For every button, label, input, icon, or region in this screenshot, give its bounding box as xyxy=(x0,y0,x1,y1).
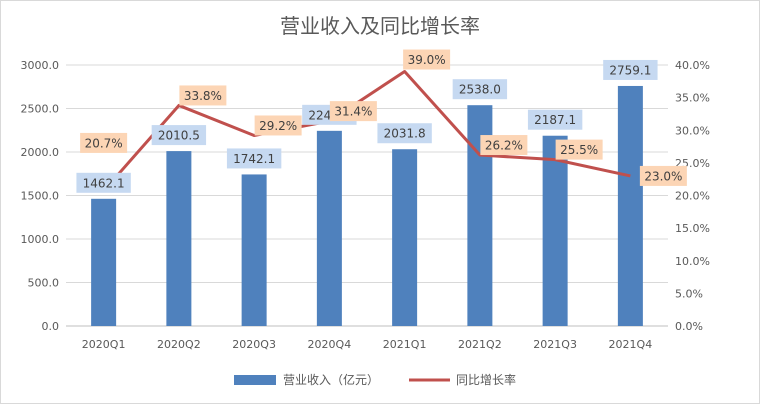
bar-value-label-text: 2538.0 xyxy=(459,83,501,97)
x-tick-label: 2021Q2 xyxy=(458,338,502,351)
bar-value-label-text: 2187.1 xyxy=(534,113,576,127)
bar xyxy=(316,130,342,326)
growth-line xyxy=(102,70,631,192)
bar xyxy=(392,149,418,326)
y-left-tick-label: 1000.0 xyxy=(21,233,60,246)
line-data-labels: 20.7% 33.8% 29.2% 31.4% 39.0% 26.2% 25.5% 23.0% xyxy=(80,49,687,186)
line-value-label-text: 31.4% xyxy=(334,105,372,119)
line-value-label: 23.0% xyxy=(639,165,687,186)
legend-bar-label: 营业收入（亿元） xyxy=(283,372,379,387)
y-left-tick-label: 3000.0 xyxy=(21,59,60,72)
chart-title: 营业收入及同比增长率 xyxy=(280,14,480,38)
legend-bar-swatch xyxy=(234,375,276,385)
x-tick-label: 2020Q3 xyxy=(232,338,276,351)
bar-value-label-text: 2031.8 xyxy=(384,127,426,141)
y-right-tick-label: 0.0% xyxy=(675,320,703,333)
bar xyxy=(91,198,117,326)
bar-value-label: 2010.5 xyxy=(151,125,207,146)
x-tick-label: 2021Q4 xyxy=(609,338,653,351)
line-value-label-text: 29.2% xyxy=(259,119,297,133)
line-value-label-box xyxy=(80,132,128,153)
y-left-tick-label: 500.0 xyxy=(28,277,60,290)
bar-value-label-box xyxy=(226,148,282,169)
y-right-tick-label: 20.0% xyxy=(675,190,710,203)
bar-value-label-box xyxy=(527,109,583,130)
bar-value-label-text: 2010.5 xyxy=(158,129,200,143)
legend: 营业收入（亿元） 同比增长率 xyxy=(234,372,516,387)
right-axis: 0.0%5.0%10.0%15.0%20.0%25.0%30.0%35.0%40… xyxy=(675,59,710,333)
y-right-tick-label: 10.0% xyxy=(675,255,710,268)
line-value-label-box xyxy=(555,139,603,160)
line-value-label: 31.4% xyxy=(329,101,377,122)
line-value-label-text: 25.5% xyxy=(560,143,598,157)
bar-value-label-box xyxy=(151,125,207,146)
line-value-label-text: 26.2% xyxy=(485,139,523,153)
left-axis: 0.0 500.0 1000.0 1500.0 2000.0 2500.0 3000.0 xyxy=(21,59,60,333)
line-value-label: 20.7% xyxy=(80,132,128,153)
line-value-label: 33.8% xyxy=(179,85,227,106)
y-left-tick-label: 0.0 xyxy=(42,320,60,333)
line-value-label: 39.0% xyxy=(403,49,451,70)
bar-value-label-text: 2759.1 xyxy=(609,63,651,77)
line-value-label: 25.5% xyxy=(555,139,603,160)
line-value-label-text: 23.0% xyxy=(644,169,682,183)
y-left-tick-label: 2500.0 xyxy=(21,103,60,116)
x-tick-label: 2020Q2 xyxy=(157,338,201,351)
line-value-label-box xyxy=(254,115,302,136)
bar xyxy=(166,151,192,326)
line-value-label-box xyxy=(329,101,377,122)
line-value-label-text: 20.7% xyxy=(85,136,123,150)
bar-value-label-text: 1742.1 xyxy=(233,152,275,166)
y-right-tick-label: 40.0% xyxy=(675,59,710,72)
line-value-label-text: 33.8% xyxy=(184,89,222,103)
x-tick-label: 2020Q4 xyxy=(308,338,352,351)
line-value-label-box xyxy=(639,165,687,186)
bar-value-label-box xyxy=(377,123,432,144)
legend-line-label: 同比增长率 xyxy=(456,372,516,387)
bar-value-label-box xyxy=(452,79,508,100)
y-left-tick-label: 1500.0 xyxy=(21,190,60,203)
bar-value-label: 2187.1 xyxy=(527,109,583,130)
bar-value-label-box xyxy=(603,59,658,80)
y-right-tick-label: 30.0% xyxy=(675,124,710,137)
line-value-label-box xyxy=(403,49,451,70)
y-right-tick-label: 5.0% xyxy=(675,287,703,300)
bar-value-label: 1742.1 xyxy=(226,148,282,169)
bar-value-label: 2538.0 xyxy=(452,79,508,100)
bar xyxy=(542,135,568,326)
bar-value-label: 2759.1 xyxy=(603,59,658,80)
bar-value-label: 1462.1 xyxy=(76,172,131,193)
x-tick-label: 2021Q3 xyxy=(533,338,577,351)
bar-value-label-box xyxy=(76,172,131,193)
bar-value-label: 2031.8 xyxy=(377,123,432,144)
y-left-tick-label: 2000.0 xyxy=(21,146,60,159)
y-right-tick-label: 15.0% xyxy=(675,222,710,235)
bar xyxy=(617,85,643,326)
bar-series xyxy=(91,85,643,326)
x-tick-label: 2020Q1 xyxy=(82,338,126,351)
line-value-label-box xyxy=(480,135,528,156)
bar-data-labels: 1462.12010.51742.12243.32031.82538.02187… xyxy=(76,59,658,193)
line-series xyxy=(102,70,631,192)
bar-value-label-text: 1462.1 xyxy=(83,176,125,190)
bar xyxy=(241,174,267,326)
x-axis: 2020Q1 2020Q2 2020Q3 2020Q4 2021Q1 2021Q2 2021… xyxy=(66,325,668,351)
y-right-tick-label: 35.0% xyxy=(675,92,710,105)
line-value-label-box xyxy=(179,85,227,106)
line-value-label: 29.2% xyxy=(254,115,302,136)
line-value-label: 26.2% xyxy=(480,135,528,156)
line-value-label-text: 39.0% xyxy=(408,53,446,67)
x-tick-label: 2021Q1 xyxy=(383,338,427,351)
